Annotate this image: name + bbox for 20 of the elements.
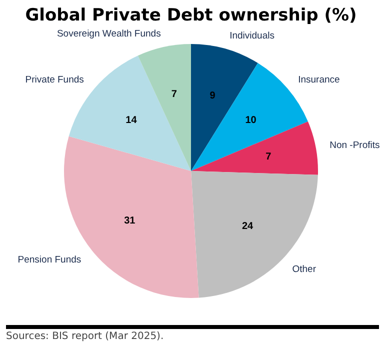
slice-label: Pension Funds <box>18 254 82 266</box>
chart-title: Global Private Debt ownership (%) <box>25 5 357 26</box>
data-label: 10 <box>245 114 257 126</box>
slice-label: Individuals <box>230 30 275 42</box>
slice-label: Non -Profits <box>330 140 380 152</box>
data-label: 7 <box>171 89 178 100</box>
data-label: 7 <box>266 152 272 163</box>
data-label: 9 <box>210 90 216 102</box>
slice-label: Sovereign Wealth Funds <box>56 28 162 40</box>
pie-slice <box>191 121 318 175</box>
pie-slice <box>191 171 318 298</box>
slice-label: Insurance <box>298 74 340 86</box>
slice-label: Private Funds <box>25 74 84 86</box>
pie-slice <box>138 44 191 171</box>
data-label: 24 <box>242 220 254 232</box>
pie-slice <box>191 44 258 171</box>
slice-label: Other <box>292 264 316 276</box>
data-label: 14 <box>126 114 138 126</box>
source-note: Sources: BIS report (Mar 2025). <box>6 331 165 342</box>
data-label: 31 <box>124 215 136 226</box>
